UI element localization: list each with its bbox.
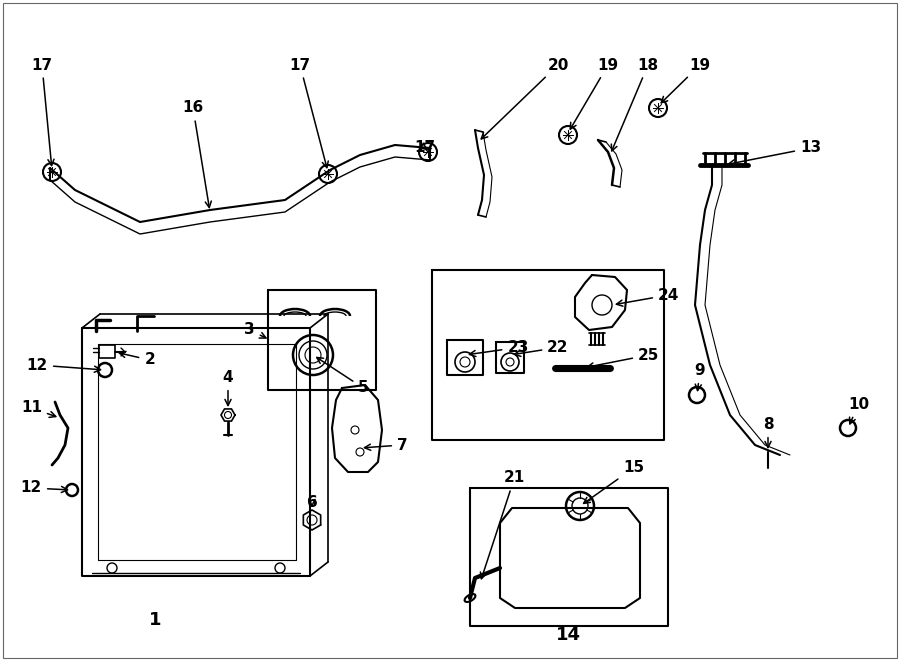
Text: 1: 1	[148, 611, 161, 629]
Text: 17: 17	[32, 58, 54, 165]
Text: 21: 21	[481, 471, 525, 579]
Text: 19: 19	[571, 58, 618, 129]
Text: 3: 3	[245, 323, 266, 338]
Text: 13: 13	[728, 141, 821, 166]
Text: 20: 20	[482, 58, 569, 139]
Text: 10: 10	[848, 397, 869, 424]
Text: 12: 12	[21, 481, 68, 496]
Text: 24: 24	[616, 288, 680, 306]
Text: 12: 12	[27, 358, 101, 373]
Text: 19: 19	[662, 58, 711, 103]
Text: 17: 17	[414, 141, 436, 155]
Text: 17: 17	[290, 58, 328, 168]
Text: 15: 15	[584, 461, 644, 504]
Text: 23: 23	[470, 340, 528, 356]
Text: 14: 14	[555, 626, 580, 644]
Text: 5: 5	[317, 358, 369, 395]
Text: 22: 22	[515, 340, 569, 356]
Text: 11: 11	[21, 401, 56, 417]
Text: 16: 16	[183, 100, 212, 208]
Text: 8: 8	[762, 417, 773, 447]
Text: 9: 9	[695, 363, 706, 391]
Text: 25: 25	[588, 348, 660, 369]
Text: 7: 7	[364, 438, 408, 453]
Text: 2: 2	[120, 352, 155, 368]
Text: 6: 6	[307, 495, 318, 510]
Text: 4: 4	[222, 370, 233, 405]
Text: 18: 18	[611, 58, 659, 151]
